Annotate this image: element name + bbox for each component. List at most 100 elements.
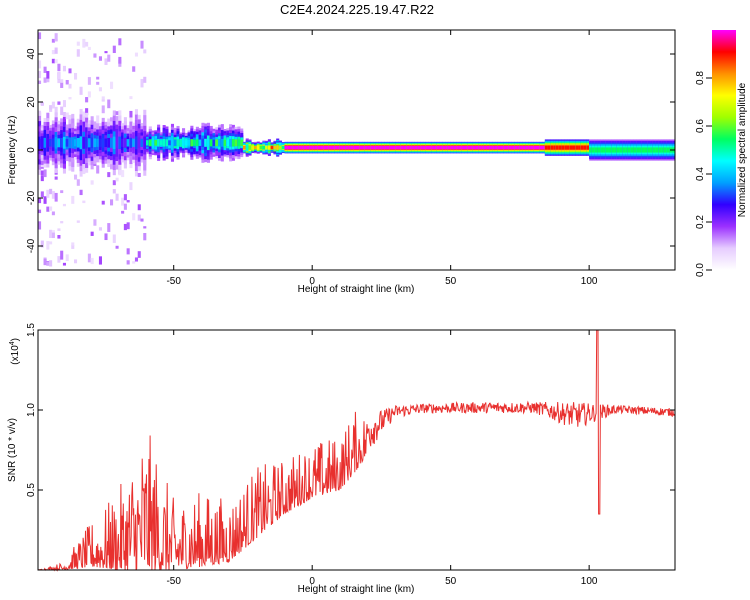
colorbar-tick-label: 0.0 [695,263,706,277]
heatmap-cell [107,223,111,232]
heatmap-cell [112,45,116,54]
heatmap-cell [489,145,493,150]
heatmap-cell [68,137,72,149]
heatmap-cell [126,139,130,147]
heatmap-cell [134,136,139,150]
heatmap-cell [54,47,58,54]
heatmap-cell [517,145,521,150]
heatmap-cell [373,145,377,150]
heatmap-cell [118,38,122,46]
heatmap-cell [51,101,55,109]
heatmap-cell [90,257,94,265]
heatmap-cell [46,241,50,250]
heatmap-cell [544,145,548,150]
heatmap-cell [223,139,227,146]
y-tick-label: -40 [26,238,37,253]
heatmap-cell [586,145,590,150]
heatmap-cell [251,145,255,150]
heatmap-cell [51,138,55,148]
heatmap-cell [209,139,213,147]
heatmap-cell [414,145,418,150]
heatmap-cell [121,210,125,214]
heatmap-cell [614,147,618,153]
heatmap-cell [76,137,80,148]
spectrogram-panel: -50 0 50 100 -40 -20 0 20 40 Height of straight… [7,29,676,295]
snr-y-ticks: 0.5 1.0 1.5 [26,323,675,497]
heatmap-cell [212,139,216,146]
heatmap-cell [182,139,186,147]
heatmap-cell [561,145,565,150]
heatmap-cell [129,110,133,119]
heatmap-cell [151,139,155,146]
heatmap-cell [594,147,598,153]
heatmap-cell [46,137,50,148]
heatmap-cell [76,41,80,46]
heatmap-cell [115,245,119,249]
heatmap-cell [132,261,136,264]
heatmap-cell [436,145,440,150]
heatmap-cell [126,222,130,230]
heatmap-cell [395,145,399,150]
heatmap-cell [320,145,324,150]
heatmap-cell [121,197,125,206]
heatmap-cell [652,147,656,153]
heatmap-cell [478,145,482,150]
heatmap-cell [190,139,194,147]
heatmap-cell [591,147,595,153]
heatmap-cell [234,139,238,147]
heatmap-cell [82,200,86,204]
heatmap-cell [107,54,111,62]
heatmap-cell [514,145,518,150]
heatmap-cell [71,195,75,204]
heatmap-cell [43,258,47,266]
heatmap-cell [431,145,435,150]
heatmap-cell [154,139,158,146]
heatmap-cell [49,241,53,245]
heatmap-cell [641,147,645,153]
heatmap-cell [362,145,366,150]
heatmap-cell [71,242,75,246]
heatmap-cell [547,145,551,150]
heatmap-cell [57,228,61,231]
heatmap-cell [350,145,355,150]
heatmap-cell [301,145,305,150]
x-tick-label: 100 [581,276,598,287]
heatmap-cell [51,191,55,199]
heatmap-cell [378,145,382,150]
heatmap-cell [43,169,47,178]
heatmap-cell [486,145,490,150]
heatmap-cell [386,145,391,150]
heatmap-cell [229,138,233,147]
heatmap-cell [38,209,42,214]
heatmap-cell [93,219,97,226]
heatmap-cell [76,220,80,223]
heatmap-cell [49,139,53,147]
heatmap-cell [575,145,579,150]
heatmap-cell [555,145,559,150]
heatmap-cell [528,145,532,150]
heatmap-cell [112,180,116,186]
heatmap-cell [566,145,571,150]
heatmap-cell [425,145,429,150]
colorbar-label: Normalized spectral amplitude [737,82,748,217]
heatmap-cell [121,170,125,178]
heatmap-cell [46,206,50,212]
heatmap-cell [442,145,446,150]
heatmap-cell [256,145,260,150]
heatmap-cell [483,145,487,150]
heatmap-cell [40,191,44,198]
heatmap-cell [57,138,61,148]
heatmap-cell [96,115,100,124]
heatmap-cell [40,139,44,147]
heatmap-cell [370,145,374,150]
heatmap-cell [140,40,144,49]
heatmap-cell [494,145,499,150]
heatmap-cell [506,145,510,150]
heatmap-cell [38,198,42,204]
heatmap-cell [123,137,127,148]
heatmap-cell [143,49,147,54]
heatmap-cell [638,147,643,153]
heatmap-cell [312,145,316,150]
heatmap-cell [93,138,97,148]
